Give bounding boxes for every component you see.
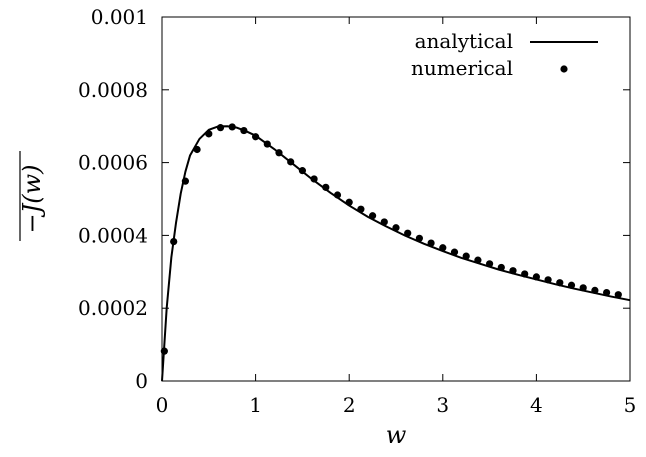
legend: analytical numerical	[411, 29, 598, 80]
data-point-numerical	[556, 279, 564, 287]
data-point-numerical	[322, 183, 330, 191]
y-tick-label: 0.0008	[78, 78, 148, 102]
data-point-numerical	[216, 124, 225, 132]
data-point-numerical	[357, 205, 365, 213]
data-point-numerical	[181, 177, 189, 185]
legend-label-numerical: numerical	[411, 56, 513, 80]
x-tick-label: 1	[249, 393, 262, 417]
data-point-numerical	[614, 291, 622, 299]
data-point-numerical	[263, 140, 271, 148]
y-axis-label: −J(w)	[18, 165, 46, 234]
data-point-numerical	[603, 288, 611, 297]
data-point-numerical	[287, 158, 295, 166]
legend-label-analytical: analytical	[415, 29, 513, 53]
data-point-numerical	[509, 267, 517, 275]
x-tick-label: 2	[343, 393, 356, 417]
series-layer	[160, 123, 631, 382]
x-tick-label: 0	[156, 393, 169, 417]
data-point-numerical	[345, 198, 353, 206]
data-point-numerical	[333, 191, 342, 199]
series-line-analytical	[161, 125, 631, 382]
data-point-numerical	[298, 167, 306, 175]
data-point-numerical	[228, 123, 236, 131]
x-axis-label: w	[386, 421, 407, 449]
data-point-numerical	[521, 270, 529, 278]
data-point-numerical	[193, 145, 201, 154]
axis-ticks	[161, 16, 631, 382]
data-point-numerical	[497, 263, 505, 272]
data-point-numerical	[275, 149, 283, 157]
data-point-numerical	[532, 273, 541, 281]
data-point-numerical	[392, 224, 400, 232]
data-point-numerical	[205, 130, 213, 138]
y-tick-label: 0.0006	[78, 151, 148, 175]
data-point-numerical	[369, 212, 377, 220]
data-point-numerical	[380, 218, 388, 226]
data-point-numerical	[415, 234, 423, 242]
data-point-numerical	[567, 281, 576, 289]
data-point-numerical	[310, 175, 318, 183]
data-point-numerical	[252, 133, 260, 141]
x-tick-label: 4	[530, 393, 543, 417]
tick-labels: 0 1 2 3 4 5 0 0.0002 0.0004 0.0006 0.0008 0.001	[78, 5, 636, 417]
data-point-numerical	[160, 347, 168, 355]
data-point-numerical	[404, 229, 412, 237]
data-point-numerical	[439, 244, 447, 252]
data-point-numerical	[170, 237, 178, 246]
data-point-numerical	[544, 276, 552, 284]
plot-frame	[161, 16, 631, 382]
y-axis-label-group: −J(w)	[18, 151, 46, 241]
data-point-numerical	[462, 252, 470, 260]
y-tick-label: 0	[135, 369, 148, 393]
y-tick-label: 0.0002	[78, 296, 148, 320]
data-point-numerical	[240, 126, 248, 135]
x-tick-label: 5	[624, 393, 637, 417]
data-point-numerical	[474, 256, 482, 264]
data-point-numerical	[450, 248, 459, 256]
y-tick-label: 0.001	[91, 5, 148, 29]
data-point-numerical	[486, 260, 494, 268]
data-point-numerical	[591, 286, 599, 294]
data-point-numerical	[579, 284, 587, 292]
data-point-numerical	[427, 239, 435, 247]
legend-marker-numerical	[560, 65, 568, 73]
y-tick-label: 0.0004	[78, 223, 148, 247]
x-tick-label: 3	[436, 393, 449, 417]
